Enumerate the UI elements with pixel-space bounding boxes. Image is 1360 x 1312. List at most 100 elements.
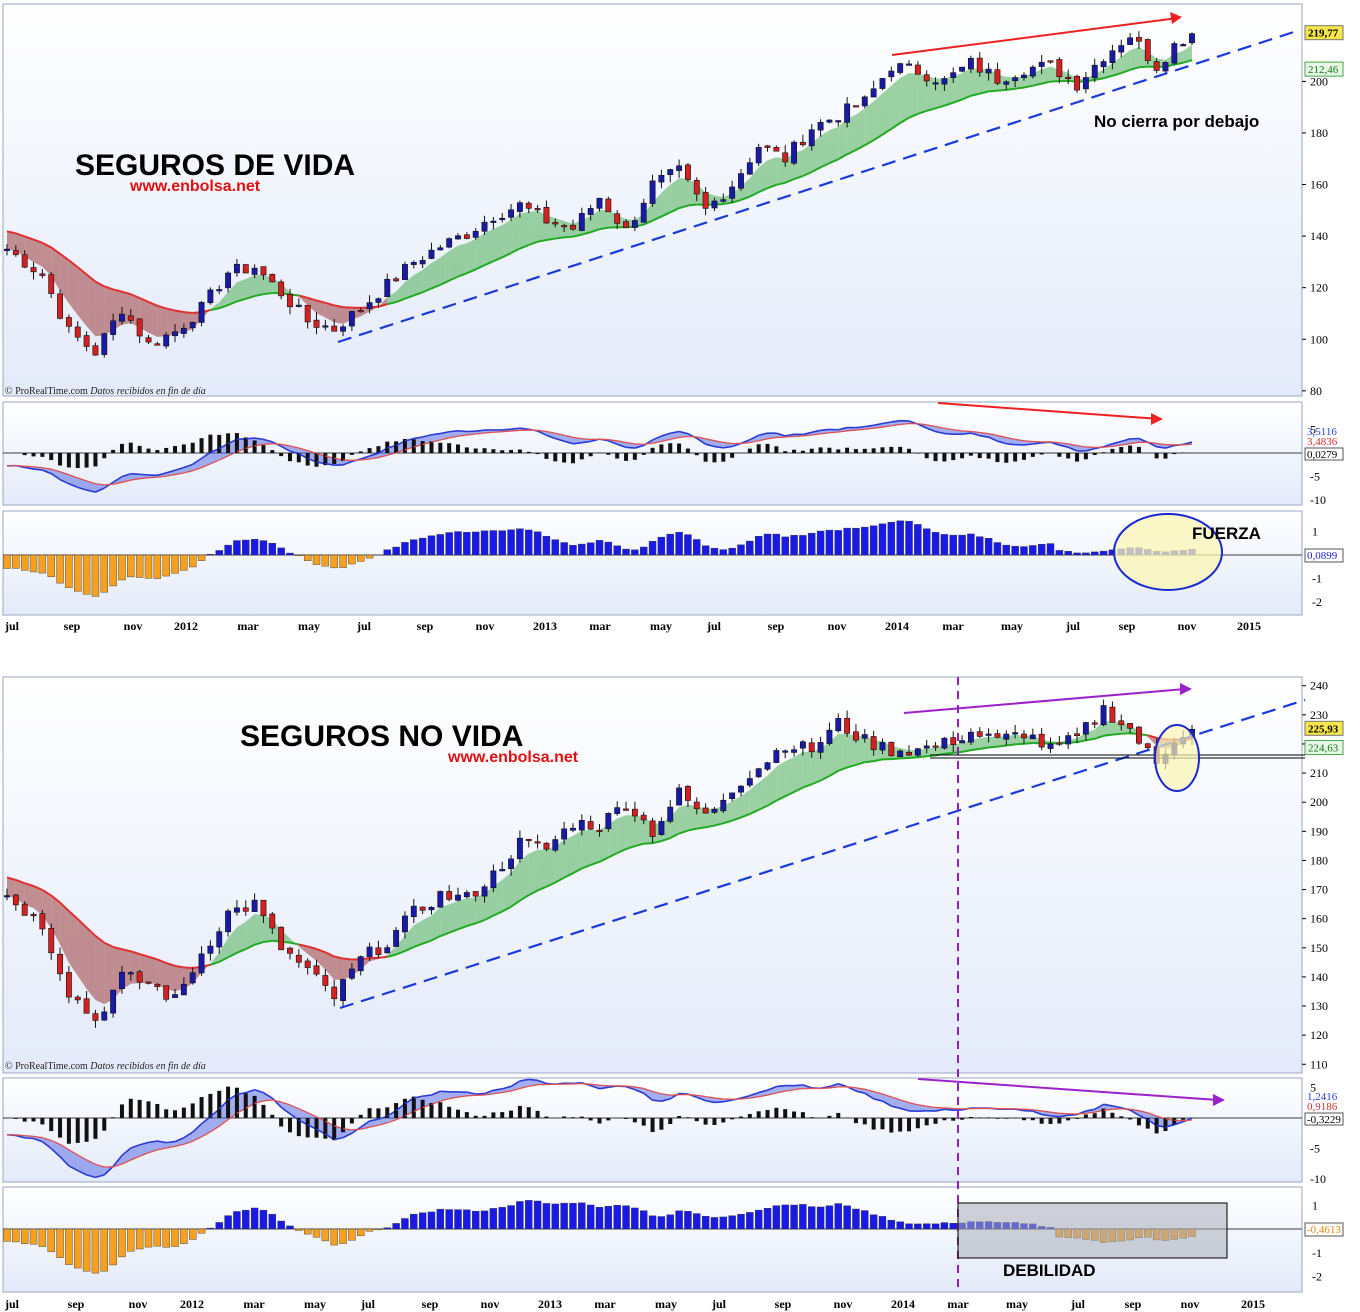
ma-band-segment: [475, 233, 485, 270]
macd-histogram-bar: [93, 453, 98, 467]
candle-body: [543, 207, 550, 224]
macd-line: [157, 472, 167, 477]
signal-line: [263, 1099, 273, 1102]
momentum-bar: [312, 554, 321, 565]
macd-histogram-bar: [977, 453, 982, 459]
macd-histogram-bar: [243, 1093, 248, 1118]
moving-average-line: [1138, 65, 1148, 69]
x-tick-label: mar: [947, 1297, 969, 1311]
signal-line: [289, 445, 299, 449]
moving-average-line: [157, 304, 167, 310]
signal-line: [1147, 1112, 1157, 1117]
momentum-bar: [737, 1214, 745, 1230]
signal-line: [1006, 436, 1016, 440]
candle-body: [570, 827, 576, 831]
momentum-bar: [418, 1212, 427, 1230]
momentum-bar: [401, 1218, 409, 1230]
ma-band-segment: [838, 118, 848, 160]
source-label: © ProRealTime.com Datos recibidos en fin…: [5, 386, 206, 397]
candle-body: [623, 221, 629, 228]
ma-band-segment: [847, 114, 856, 155]
signal-line: [749, 1096, 759, 1099]
macd-line: [325, 462, 335, 466]
macd-last-3: 0,0279: [1307, 449, 1338, 461]
signal-line: [360, 458, 370, 461]
signal-line: [139, 477, 149, 480]
ma-band-segment: [864, 101, 874, 146]
x-tick-label: 2013: [533, 619, 557, 633]
moving-average-line: [413, 291, 423, 297]
x-tick-label: jul: [1065, 619, 1081, 633]
macd-fill-segment: [679, 431, 688, 438]
last-close-label: 219,77: [1308, 28, 1339, 40]
momentum-bar: [861, 526, 869, 556]
macd-histogram-bar: [951, 1118, 956, 1121]
source-note: Datos recibidos en fin de día: [89, 386, 205, 397]
moving-average-line: [855, 761, 866, 766]
candle-body: [57, 953, 63, 975]
candle-body: [658, 175, 665, 183]
macd-line: [263, 1091, 273, 1099]
macd-histogram-bar: [907, 1118, 912, 1132]
macd-histogram-bar: [960, 453, 965, 459]
macd-line: [563, 440, 574, 445]
ma-band-segment: [1121, 50, 1131, 74]
macd-fill-segment: [289, 1104, 299, 1121]
macd-line: [1032, 1110, 1042, 1116]
ma-band-segment: [396, 935, 405, 955]
moving-average-line: [307, 296, 317, 302]
ma-band-segment: [926, 76, 936, 111]
macd-histogram-bar: [738, 1116, 743, 1118]
signal-line: [926, 424, 936, 428]
macd-line: [431, 432, 441, 436]
candle-body: [393, 930, 400, 947]
momentum-bar: [392, 1223, 400, 1230]
moving-average-line: [731, 198, 742, 204]
macd-histogram-bar: [915, 453, 920, 454]
momentum-bar: [604, 1205, 613, 1230]
candle-body: [808, 742, 815, 753]
momentum-bar: [790, 1204, 798, 1230]
candle-body: [269, 274, 276, 283]
signal-line: [581, 438, 591, 441]
momentum-bar: [896, 1221, 904, 1230]
macd-line: [758, 1089, 768, 1094]
ma-band-segment: [555, 218, 565, 239]
moving-average-line: [466, 922, 476, 927]
moving-average-line: [714, 822, 724, 827]
price-tick-label: 160: [1310, 912, 1328, 926]
moving-average-line: [236, 948, 247, 954]
moving-average-line: [970, 747, 980, 752]
ma-band-segment: [86, 274, 96, 337]
candle-body: [233, 907, 240, 913]
candle-body: [1029, 734, 1036, 740]
macd-histogram-bar: [1163, 453, 1168, 459]
moving-average-line: [740, 813, 751, 819]
macd-line: [1041, 1113, 1051, 1117]
macd-histogram-bar: [411, 1096, 416, 1118]
macd-line: [758, 432, 768, 437]
moving-average-line: [528, 889, 539, 897]
candle-body: [490, 220, 497, 223]
moving-average-line: [1023, 84, 1034, 89]
candle-body: [410, 261, 417, 265]
ma-band-segment: [528, 849, 538, 896]
macd-line: [944, 1108, 954, 1111]
momentum-bar: [595, 1207, 604, 1230]
price-tick-label: 120: [1310, 1028, 1328, 1042]
ma-band-segment: [466, 897, 476, 927]
ma-band-segment: [24, 883, 34, 909]
candle-body: [631, 808, 638, 817]
macd-histogram-bar: [429, 1102, 434, 1118]
moving-average-line: [1014, 86, 1025, 90]
macd-histogram-bar: [58, 1118, 63, 1138]
signal-line: [201, 1131, 211, 1138]
momentum-bar: [153, 554, 162, 579]
candle-body: [1162, 62, 1169, 72]
trend-line: [337, 28, 1301, 344]
macd-line: [33, 1137, 43, 1143]
candle-body: [375, 947, 382, 955]
signal-line: [1183, 1119, 1193, 1122]
trend-line: [339, 698, 1306, 1010]
momentum-bar: [790, 535, 798, 556]
